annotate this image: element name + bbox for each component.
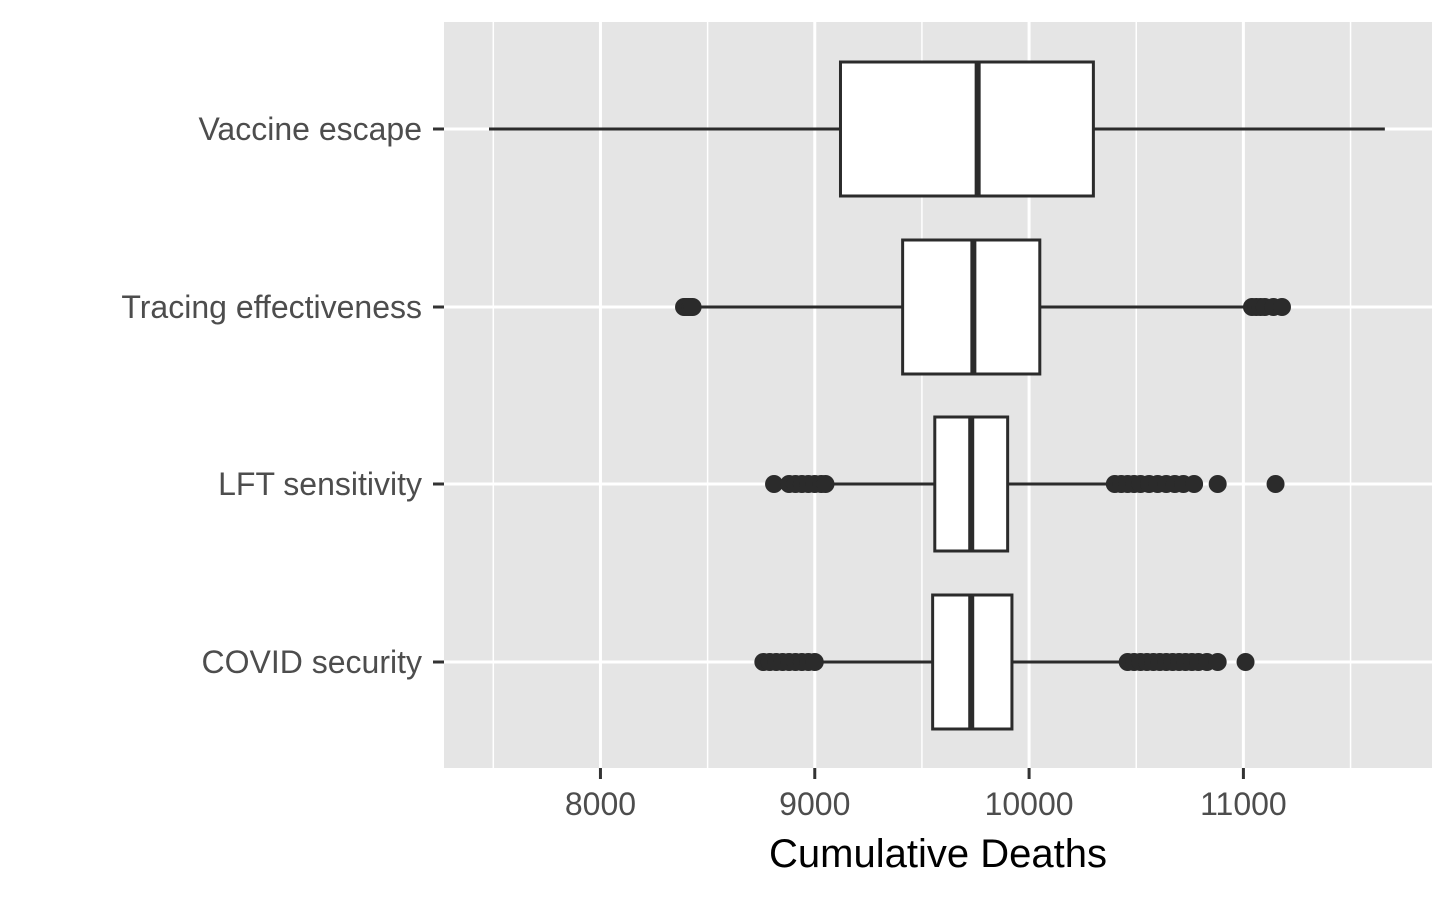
y-tick-label: LFT sensitivity bbox=[218, 466, 422, 502]
x-tick-label: 10000 bbox=[985, 786, 1074, 822]
outlier-point bbox=[683, 298, 702, 316]
box-group bbox=[489, 60, 1385, 198]
outlier-point bbox=[1266, 475, 1285, 493]
y-tick-label: Vaccine escape bbox=[198, 111, 422, 147]
x-tick-label: 8000 bbox=[565, 786, 636, 822]
x-axis: 8000 9000 10000 11000 bbox=[565, 768, 1287, 822]
outlier-point bbox=[816, 475, 835, 493]
x-tick-label: 11000 bbox=[1200, 786, 1287, 822]
outlier-point bbox=[1272, 298, 1291, 316]
box-iqr bbox=[838, 60, 1095, 198]
outlier-point bbox=[805, 653, 824, 671]
outlier-point bbox=[1236, 653, 1255, 671]
outlier-point bbox=[1208, 475, 1227, 493]
outlier-point bbox=[1208, 653, 1227, 671]
y-axis: Vaccine escape Tracing effectiveness LFT s… bbox=[121, 111, 444, 680]
box-series bbox=[489, 60, 1385, 731]
outlier-point bbox=[765, 475, 784, 493]
x-tick-label: 9000 bbox=[779, 786, 850, 822]
x-axis-title: Cumulative Deaths bbox=[769, 832, 1107, 876]
box-group bbox=[675, 238, 1291, 376]
box-group bbox=[754, 593, 1255, 731]
y-tick-label: Tracing effectiveness bbox=[121, 289, 422, 325]
box-group bbox=[765, 415, 1285, 553]
outlier-point bbox=[1185, 475, 1204, 493]
y-tick-label: COVID security bbox=[202, 644, 422, 680]
